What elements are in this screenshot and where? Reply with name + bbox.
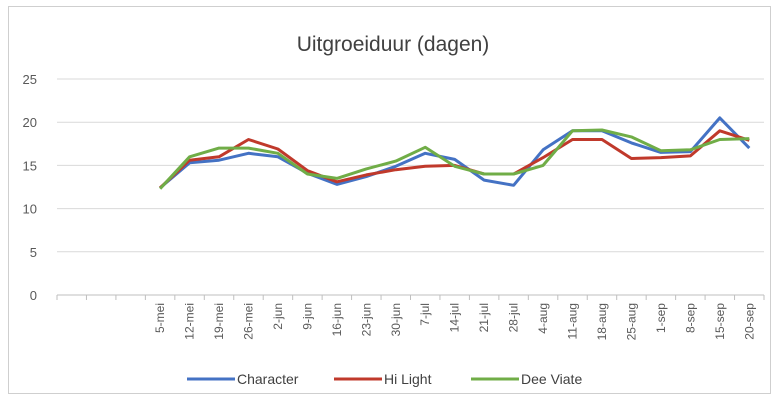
y-tick-label: 5 bbox=[30, 245, 37, 260]
x-tick-label: 1-sep bbox=[654, 303, 668, 333]
x-tick-label: 9-jun bbox=[300, 303, 314, 330]
series-lines bbox=[158, 116, 751, 190]
x-tick-label: 14-jul bbox=[448, 303, 462, 332]
x-tick-label: 16-jun bbox=[330, 303, 344, 336]
legend: Character Hi Light Dee Viate bbox=[187, 371, 582, 387]
legend-label: Hi Light bbox=[384, 371, 432, 387]
x-tick-label: 25-aug bbox=[624, 303, 638, 340]
y-axis: 0 5 10 15 20 25 bbox=[23, 72, 37, 303]
chart-title: Uitgroeiduur (dagen) bbox=[297, 33, 490, 56]
x-tick-label: 15-sep bbox=[713, 303, 727, 340]
x-tick-label: 28-jul bbox=[507, 303, 521, 332]
legend-label: Character bbox=[237, 371, 299, 387]
x-tick-label: 30-jun bbox=[389, 303, 403, 336]
y-tick-label: 25 bbox=[23, 72, 37, 87]
gridlines bbox=[57, 78, 764, 253]
x-tick-label: 20-sep bbox=[742, 303, 756, 340]
x-tick-label: 8-sep bbox=[683, 303, 697, 333]
x-tick-label: 12-mei bbox=[183, 303, 197, 340]
x-axis: 5-mei 12-mei 19-mei 26-mei 2-jun 9-jun 16-jun 2… bbox=[56, 294, 765, 340]
line-chart: Uitgroeiduur (dagen) 0 5 10 15 20 25 5-mei 12-… bbox=[23, 33, 765, 387]
y-tick-label: 20 bbox=[23, 115, 37, 130]
x-tick-label: 2-jun bbox=[271, 303, 285, 330]
x-tick-label: 21-jul bbox=[477, 303, 491, 332]
x-tick-label: 26-mei bbox=[241, 303, 255, 340]
x-tick-label: 5-mei bbox=[153, 303, 167, 333]
x-tick-label: 18-aug bbox=[595, 303, 609, 340]
x-tick-label: 23-jun bbox=[359, 303, 373, 336]
series-line-dee-viate bbox=[158, 128, 750, 190]
y-tick-label: 15 bbox=[23, 158, 37, 173]
y-tick-label: 0 bbox=[30, 288, 37, 303]
x-tick-label: 4-aug bbox=[536, 303, 550, 334]
y-tick-label: 10 bbox=[23, 202, 37, 217]
legend-label: Dee Viate bbox=[521, 371, 582, 387]
x-tick-label: 11-aug bbox=[566, 303, 580, 339]
x-tick-label: 7-jul bbox=[418, 303, 432, 326]
chart-frame: Uitgroeiduur (dagen) 0 5 10 15 20 25 5-mei 12-… bbox=[8, 6, 771, 394]
series-line-character bbox=[159, 116, 751, 190]
x-tick-label: 19-mei bbox=[212, 303, 226, 340]
